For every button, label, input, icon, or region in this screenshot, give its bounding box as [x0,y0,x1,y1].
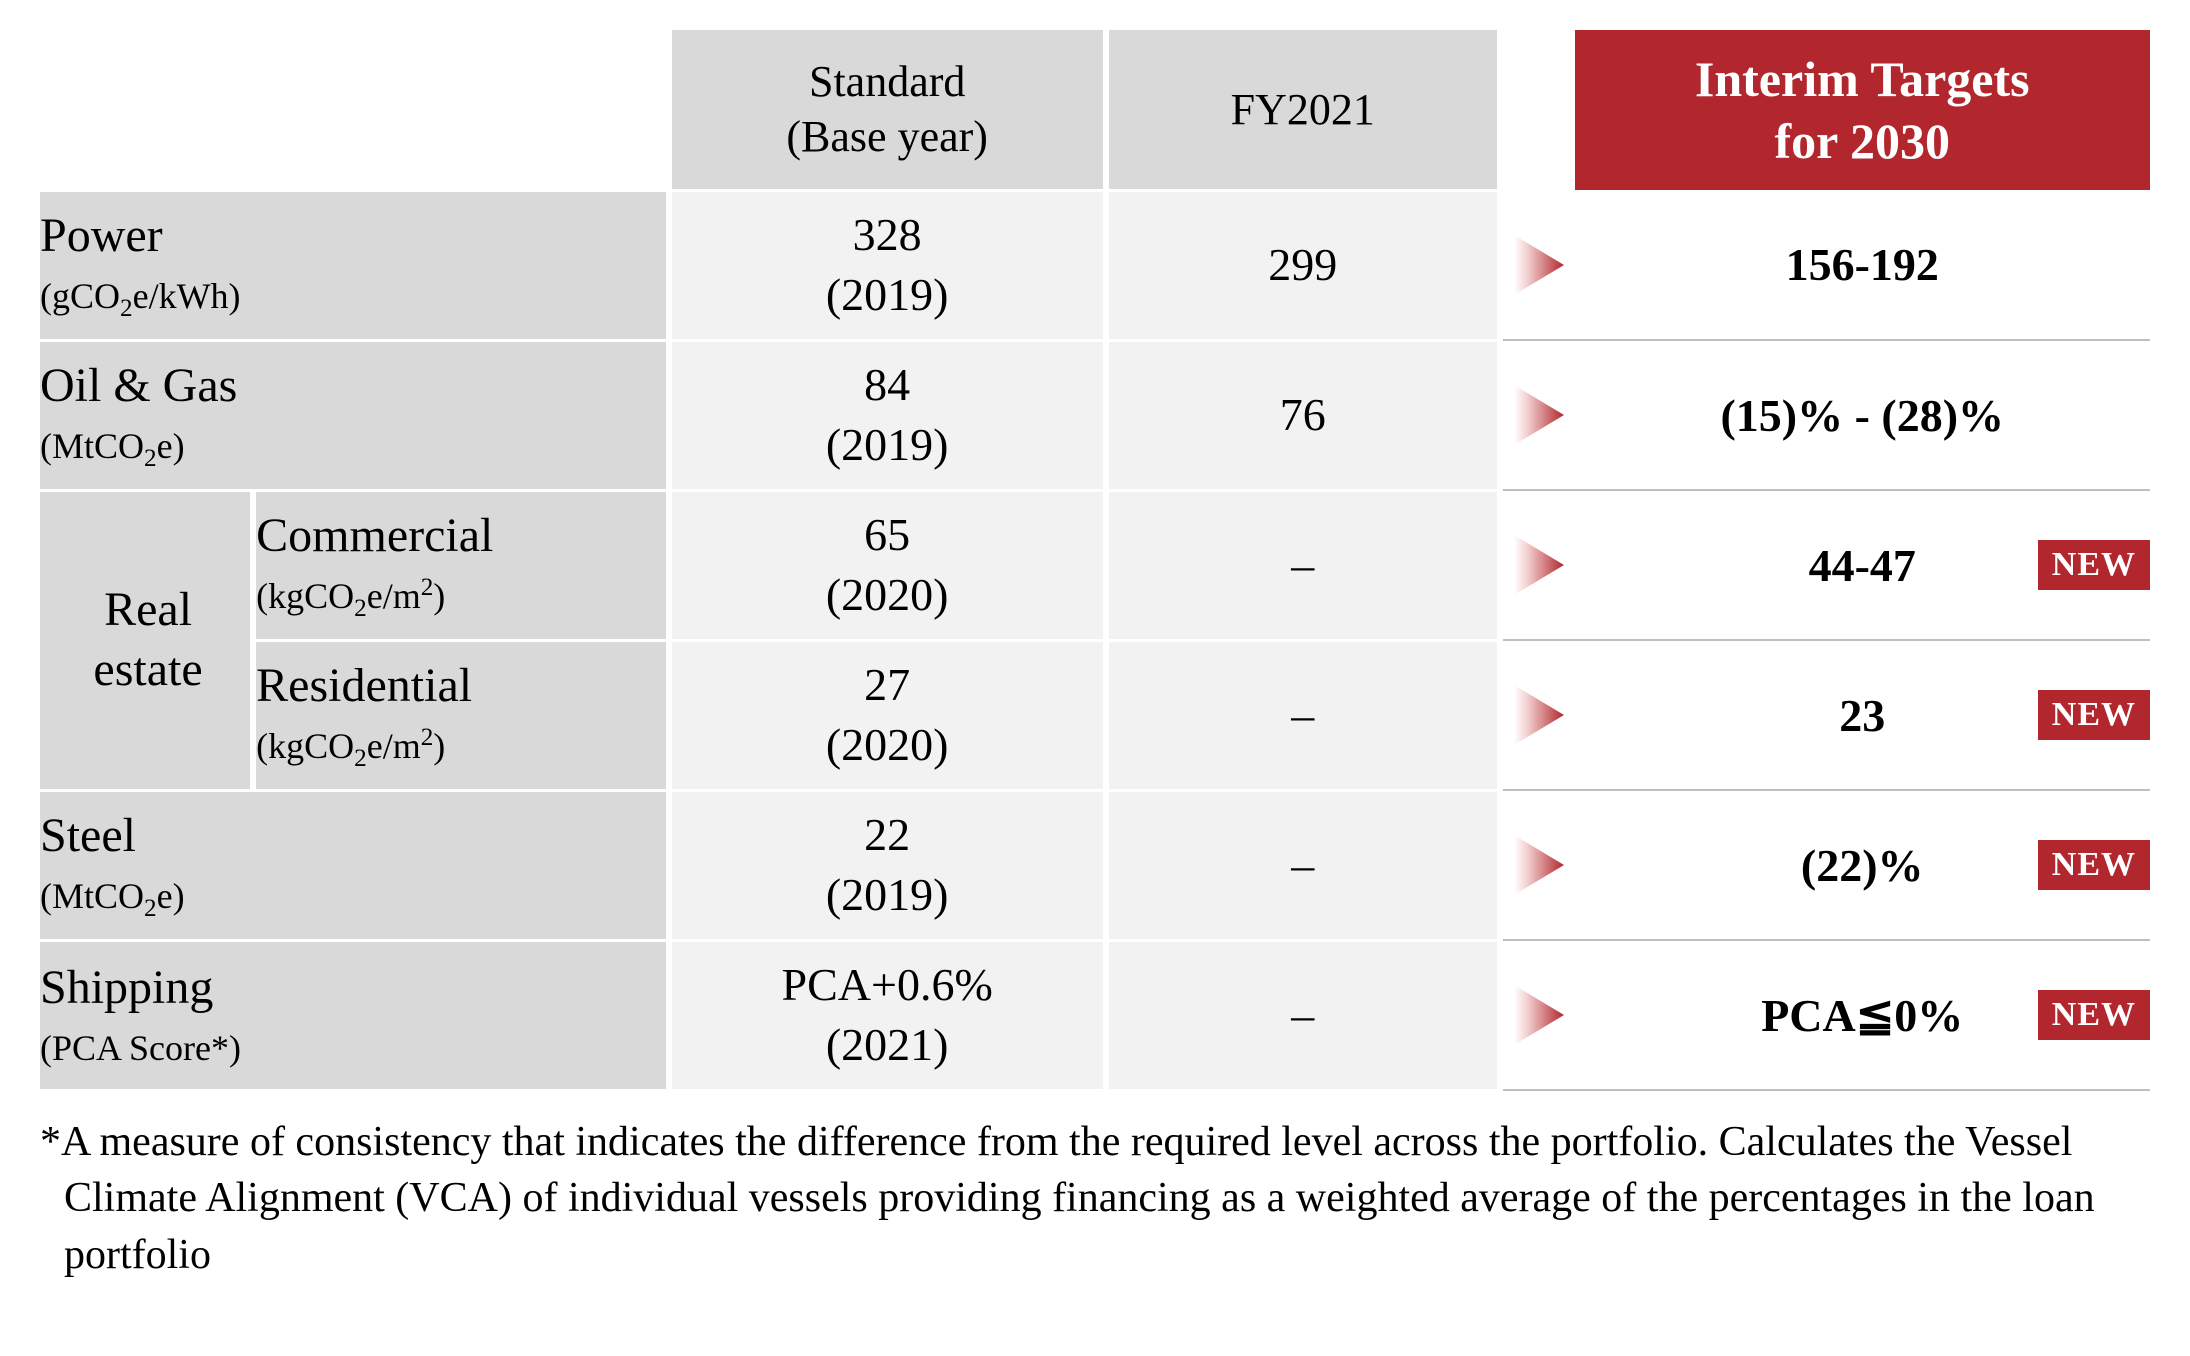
standard-cell: 22 (2019) [669,790,1106,940]
standard-year: (2020) [826,719,949,770]
new-badge: NEW [2038,840,2150,890]
fy2021-cell: – [1106,940,1500,1090]
sector-name: Commercial [256,509,493,562]
arrow-right-icon [1514,535,1564,595]
arrow-right-icon [1514,685,1564,745]
standard-cell: 27 (2020) [669,640,1106,790]
row-group-realestate: Real estate [40,490,253,790]
standard-year: (2019) [826,869,949,920]
target-cell: 23 NEW [1575,640,2151,790]
header-standard-l2: (Base year) [786,112,988,161]
row-label-power: Power (gCO2e/kWh) [40,190,669,340]
table-row: Real estate Commercial (kgCO2e/m2) 65 (2… [40,490,2150,640]
target-cell: (22)% NEW [1575,790,2151,940]
standard-value: 22 [864,809,910,860]
sector-name: Power [40,209,163,262]
table-row: Oil & Gas (MtCO2e) 84 (2019) 76 (15)% - … [40,340,2150,490]
target-cell: PCA≦0% NEW [1575,940,2151,1090]
sector-unit: (kgCO2e/m2) [256,576,445,616]
header-fy2021: FY2021 [1106,30,1500,190]
arrow-right-icon [1514,835,1564,895]
arrow-cell [1500,640,1575,790]
standard-value: 328 [853,209,922,260]
standard-year: (2020) [826,569,949,620]
target-cell: 156-192 [1575,190,2151,340]
header-targets-l2: for 2030 [1775,113,1950,169]
standard-value: PCA+0.6% [782,959,993,1010]
new-badge: NEW [2038,690,2150,740]
sector-name: Residential [256,659,472,712]
sector-unit: (MtCO2e) [40,426,185,466]
standard-year: (2019) [826,269,949,320]
arrow-right-icon [1514,235,1564,295]
standard-cell: 84 (2019) [669,340,1106,490]
standard-value: 27 [864,659,910,710]
sector-unit: (MtCO2e) [40,876,185,916]
table-row: Residential (kgCO2e/m2) 27 (2020) – 23 N… [40,640,2150,790]
arrow-cell [1500,940,1575,1090]
sector-unit: (PCA Score*) [40,1028,241,1068]
arrow-cell [1500,340,1575,490]
standard-value: 65 [864,509,910,560]
row-label-oilgas: Oil & Gas (MtCO2e) [40,340,669,490]
target-value: 156-192 [1786,238,1939,291]
table-row: Power (gCO2e/kWh) 328 (2019) 299 156-192 [40,190,2150,340]
row-label-commercial: Commercial (kgCO2e/m2) [253,490,669,640]
sector-name: Steel [40,809,136,862]
target-value: (22)% [1801,839,1924,892]
footnote-text: *A measure of consistency that indicates… [40,1114,2150,1284]
table-row: Shipping (PCA Score*) PCA+0.6% (2021) – … [40,940,2150,1090]
fy2021-cell: – [1106,490,1500,640]
target-cell: (15)% - (28)% [1575,340,2151,490]
arrow-cell [1500,490,1575,640]
group-name-l1: Real [104,583,192,636]
standard-cell: 328 (2019) [669,190,1106,340]
fy2021-cell: – [1106,790,1500,940]
header-standard: Standard (Base year) [669,30,1106,190]
header-standard-l1: Standard [809,57,965,106]
standard-cell: PCA+0.6% (2021) [669,940,1106,1090]
row-label-steel: Steel (MtCO2e) [40,790,669,940]
sector-unit: (kgCO2e/m2) [256,726,445,766]
row-label-residential: Residential (kgCO2e/m2) [253,640,669,790]
arrow-right-icon [1514,385,1564,445]
standard-cell: 65 (2020) [669,490,1106,640]
new-badge: NEW [2038,540,2150,590]
arrow-cell [1500,790,1575,940]
fy2021-cell: – [1106,640,1500,790]
group-name-l2: estate [93,643,202,696]
standard-year: (2019) [826,419,949,470]
standard-year: (2021) [826,1019,949,1070]
target-value: 23 [1839,689,1885,742]
target-cell: 44-47 NEW [1575,490,2151,640]
row-label-shipping: Shipping (PCA Score*) [40,940,669,1090]
sector-unit: (gCO2e/kWh) [40,276,241,316]
fy2021-cell: 299 [1106,190,1500,340]
fy2021-cell: 76 [1106,340,1500,490]
table-row: Steel (MtCO2e) 22 (2019) – (22)% NEW [40,790,2150,940]
arrow-cell [1500,190,1575,340]
target-value: PCA≦0% [1761,988,1963,1042]
new-badge: NEW [2038,990,2150,1040]
target-value: (15)% - (28)% [1720,389,2004,442]
standard-value: 84 [864,359,910,410]
sector-name: Shipping [40,961,213,1014]
header-targets-l1: Interim Targets [1695,51,2030,107]
sector-name: Oil & Gas [40,359,237,412]
targets-table: Standard (Base year) FY2021 Interim Targ… [40,30,2150,1092]
header-row: Standard (Base year) FY2021 Interim Targ… [40,30,2150,190]
arrow-right-icon [1514,985,1564,1045]
header-targets: Interim Targets for 2030 [1575,30,2151,190]
target-value: 44-47 [1809,539,1916,592]
